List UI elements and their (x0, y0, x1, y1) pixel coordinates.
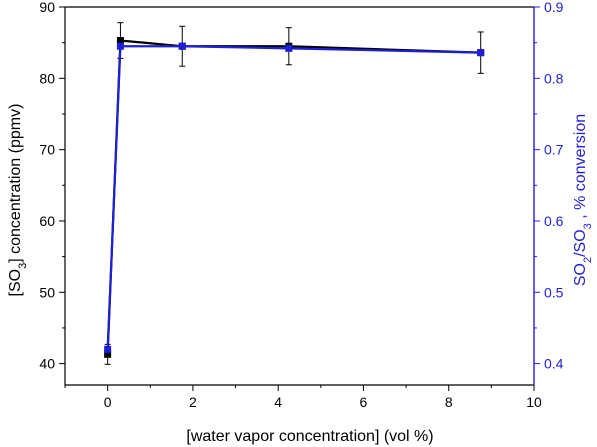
data-point-marker (104, 345, 112, 353)
y-left-tick-label: 60 (39, 213, 55, 229)
data-point-marker (116, 37, 124, 45)
y-right-tick-label: 0.9 (544, 0, 564, 15)
y-right-tick-label: 0.4 (544, 356, 564, 372)
y-left-tick-label: 50 (39, 284, 55, 300)
series-2 (104, 42, 485, 353)
x-tick-label: 6 (360, 394, 368, 410)
x-tick-label: 4 (274, 394, 282, 410)
x-axis-title: [water vapor concentration] (vol %) (186, 428, 433, 445)
y-left-title-tail: ] concentration (ppmv) (7, 104, 24, 263)
y-right-title-p2: /SO (572, 229, 589, 257)
y-left-tick-label: 40 (39, 356, 55, 372)
y-right-tick-label: 0.7 (544, 142, 564, 158)
x-tick-label: 2 (189, 394, 197, 410)
y-left-title-base: [SO (7, 269, 24, 297)
axes (64, 6, 535, 386)
x-tick-label: 8 (445, 394, 453, 410)
y-right-title-s1: 2 (582, 257, 594, 263)
data-point-marker (285, 44, 293, 52)
y-left-title-sub: 3 (17, 263, 29, 269)
y-left-tick-label: 90 (39, 0, 55, 15)
ticks: 0 2 4 6 8 10 40 50 60 70 80 90 0.4 0.5 0.6 0.7 0.8 0.9 (39, 0, 563, 410)
y-axis-right-title: SO2/SO3 , % conversion (572, 114, 594, 286)
series (104, 22, 485, 365)
y-left-tick-label: 70 (39, 142, 55, 158)
data-point-marker (104, 350, 112, 358)
y-left-tick-label: 80 (39, 70, 55, 86)
y-right-title-p3: , % conversion (572, 114, 589, 223)
data-point-marker (178, 42, 186, 50)
x-tick-label: 0 (104, 394, 112, 410)
y-right-title-p1: SO (572, 263, 589, 286)
y-axis-left-title: [SO3] concentration (ppmv) (7, 104, 29, 297)
y-right-tick-label: 0.5 (544, 284, 564, 300)
data-point-marker (116, 42, 124, 50)
y-right-tick-label: 0.8 (544, 70, 564, 86)
y-right-title-s2: 3 (582, 223, 594, 229)
y-right-tick-label: 0.6 (544, 213, 564, 229)
data-point-marker (477, 49, 485, 57)
x-tick-label: 10 (526, 394, 542, 410)
